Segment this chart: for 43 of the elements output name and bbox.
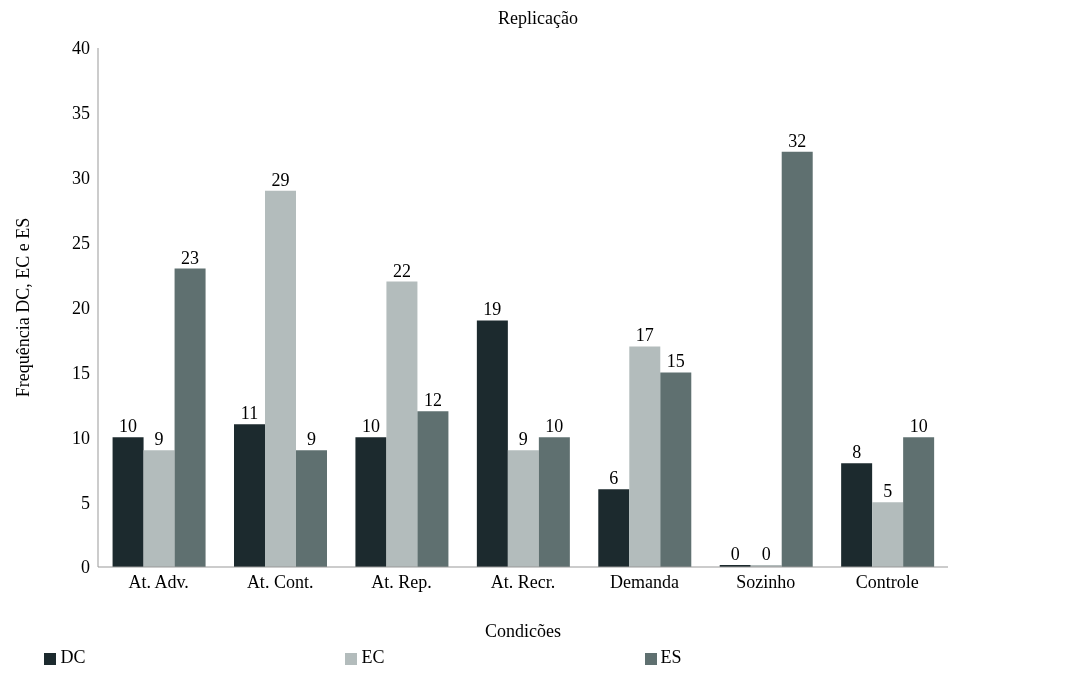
legend-label: EC: [361, 647, 385, 667]
y-tick-label: 0: [81, 557, 90, 578]
y-tick-label: 5: [81, 492, 90, 513]
data-label: 5: [883, 481, 893, 502]
data-label: 10: [119, 416, 138, 437]
y-tick-label: 35: [72, 103, 90, 124]
data-label: 17: [635, 325, 654, 346]
data-label: 22: [392, 260, 411, 281]
y-tick-label: 40: [72, 38, 90, 59]
data-label: 0: [730, 544, 740, 564]
legend-label: ES: [660, 647, 682, 667]
data-label: 10: [361, 416, 380, 437]
data-label: 0: [761, 544, 771, 564]
legend-label: DC: [60, 647, 86, 667]
data-label: 19: [483, 299, 502, 320]
x-tick-label: At. Recr.: [490, 571, 556, 592]
data-label: 23: [181, 247, 200, 268]
x-tick-label: Demanda: [609, 571, 679, 592]
data-label: 12: [423, 390, 442, 411]
x-tick-label: At. Rep.: [371, 571, 432, 592]
data-label: 15: [666, 351, 685, 372]
y-tick-label: 30: [72, 168, 90, 189]
x-tick-label: At. Cont.: [246, 571, 314, 592]
data-label: 10: [545, 416, 564, 437]
data-label: 9: [307, 429, 316, 450]
data-label: 32: [788, 130, 807, 151]
y-axis-title: Frequência DC, EC e ES: [13, 217, 34, 398]
data-label: 11: [240, 403, 259, 424]
y-tick-label: 10: [72, 427, 90, 448]
y-tick-label: 25: [72, 233, 90, 254]
data-label: 9: [518, 429, 528, 450]
y-tick-label: 15: [72, 362, 90, 383]
data-label: 6: [609, 468, 619, 489]
x-axis-title: Condicões: [485, 621, 561, 641]
data-label: 29: [271, 169, 290, 190]
x-tick-label: Controle: [855, 571, 919, 592]
chart-title: Replicação: [497, 8, 579, 30]
y-tick-label: 20: [72, 297, 90, 318]
data-label: 8: [852, 442, 862, 463]
x-tick-label: Sozinho: [736, 571, 796, 592]
data-label: 10: [909, 416, 928, 437]
x-tick-label: At. Adv.: [128, 571, 189, 592]
data-label: 9: [154, 429, 164, 450]
